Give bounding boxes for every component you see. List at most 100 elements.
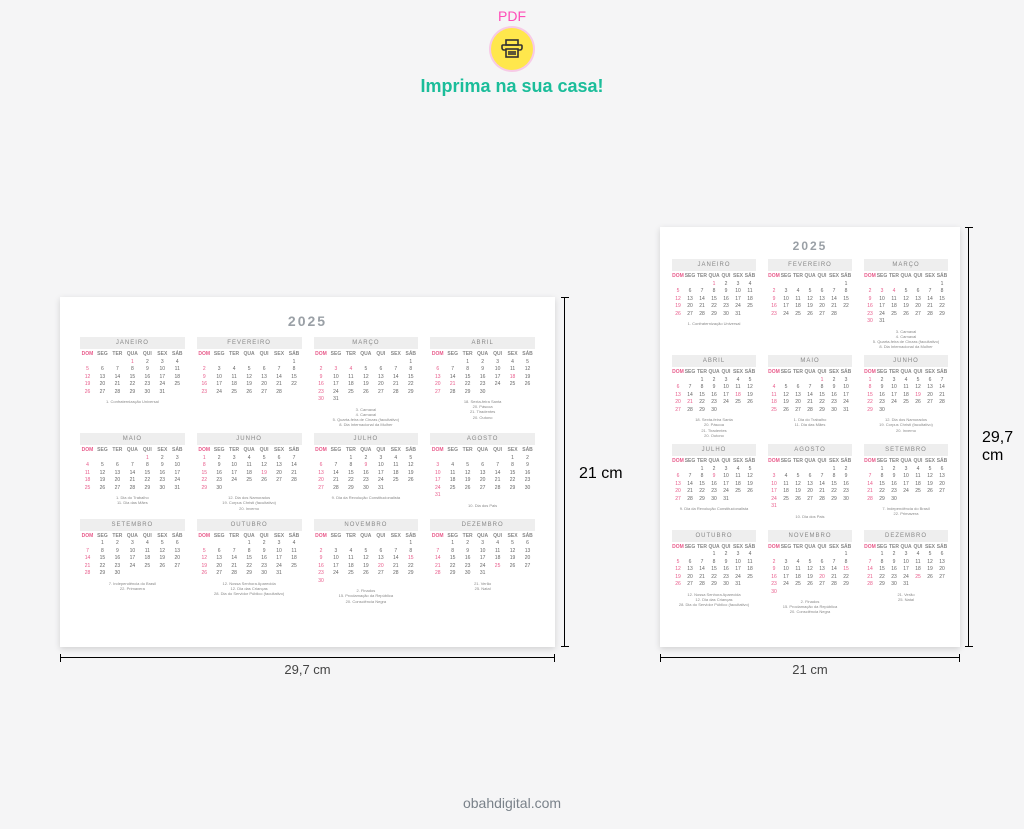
week-row: 1234 bbox=[672, 551, 756, 559]
month-notes: 10. Dia dos Pais bbox=[768, 514, 852, 524]
week-row: 28293031 bbox=[864, 581, 948, 589]
week-row: 6789101112 bbox=[672, 473, 756, 481]
dow-row: DOMSEGTERQUAQUISEXSÁB bbox=[672, 458, 756, 466]
month-block: OUTUBRODOMSEGTERQUAQUISEXSÁB 12345678910… bbox=[197, 519, 302, 604]
week-row: 123456 bbox=[80, 540, 185, 548]
month-name: MARÇO bbox=[314, 337, 419, 349]
week-row: 20212223242526 bbox=[672, 399, 756, 407]
week-row: 2345678 bbox=[314, 548, 419, 556]
week-row: 30 bbox=[768, 589, 852, 597]
week-row: 232425262728 bbox=[197, 389, 302, 397]
month-block: AGOSTODOMSEGTERQUAQUISEXSÁB 123456789101… bbox=[430, 433, 535, 513]
month-name: MARÇO bbox=[864, 259, 948, 271]
dow-row: DOMSEGTERQUAQUISEXSÁB bbox=[768, 273, 852, 281]
dow-row: DOMSEGTERQUAQUISEXSÁB bbox=[197, 533, 302, 541]
month-block: JANEIRODOMSEGTERQUAQUISEXSÁB 12345678910… bbox=[80, 337, 185, 427]
week-row: 14151617181920 bbox=[864, 566, 948, 574]
week-row: 17181920212223 bbox=[768, 488, 852, 496]
week-row: 12345 bbox=[430, 359, 535, 367]
week-row: 14151617181920 bbox=[80, 555, 185, 563]
week-row: 2345678 bbox=[768, 559, 852, 567]
week-row: 2728293031 bbox=[672, 496, 756, 504]
week-row: 891011121314 bbox=[197, 462, 302, 470]
week-row: 1 bbox=[768, 281, 852, 289]
month-notes: 18. Sexta-feira Santa20. Páscoa21. Tirad… bbox=[672, 417, 756, 438]
week-row: 16171819202122 bbox=[314, 381, 419, 389]
month-name: FEVEREIRO bbox=[768, 259, 852, 271]
week-row: 262728293031 bbox=[197, 570, 302, 578]
print-text: Imprima na sua casa! bbox=[0, 76, 1024, 97]
month-notes: 12. Dia dos Namorados19. Corpus Christi … bbox=[864, 417, 948, 433]
week-row: 2345678 bbox=[768, 288, 852, 296]
week-row: 567891011 bbox=[80, 366, 185, 374]
dow-row: DOMSEGTERQUAQUISEXSÁB bbox=[80, 351, 185, 359]
week-row: 282930 bbox=[864, 496, 948, 504]
month-notes bbox=[197, 399, 302, 409]
dim-landscape-width: 29,7 cm bbox=[60, 657, 555, 677]
week-row: 6789101112 bbox=[430, 366, 535, 374]
month-notes: 12. Dia dos Namorados19. Corpus Christi … bbox=[197, 495, 302, 511]
week-row: 1234 bbox=[80, 359, 185, 367]
month-name: JULHO bbox=[314, 433, 419, 445]
week-row: 18192021222324 bbox=[768, 399, 852, 407]
week-row: 11121314151617 bbox=[80, 470, 185, 478]
month-notes: 3. Carnaval4. Carnaval5. Quarta-feira de… bbox=[314, 407, 419, 428]
week-row: 24252627282930 bbox=[768, 496, 852, 504]
week-row: 16171819202122 bbox=[314, 563, 419, 571]
week-row: 13141516171819 bbox=[672, 392, 756, 400]
week-row: 123456 bbox=[430, 540, 535, 548]
month-block: DEZEMBRODOMSEGTERQUAQUISEXSÁB 1234567891… bbox=[864, 530, 948, 615]
week-row: 12345 bbox=[672, 466, 756, 474]
week-row: 123 bbox=[80, 455, 185, 463]
week-row: 9101112131415 bbox=[864, 296, 948, 304]
month-name: JANEIRO bbox=[672, 259, 756, 271]
month-notes: 1. Dia do Trabalho11. Dia das Mães bbox=[768, 417, 852, 427]
month-notes: 2. Finados15. Proclamação da República20… bbox=[768, 599, 852, 615]
week-row: 3456789 bbox=[430, 462, 535, 470]
week-row: 123 bbox=[768, 377, 852, 385]
month-name: FEVEREIRO bbox=[197, 337, 302, 349]
week-row: 28293031 bbox=[430, 570, 535, 578]
dow-row: DOMSEGTERQUAQUISEXSÁB bbox=[80, 533, 185, 541]
month-name: JUNHO bbox=[197, 433, 302, 445]
month-notes: 7. Independência do Brasil22. Primavera bbox=[80, 581, 185, 591]
dow-row: DOMSEGTERQUAQUISEXSÁB bbox=[864, 273, 948, 281]
week-row: 262728293031 bbox=[80, 389, 185, 397]
week-row: 2728293031 bbox=[314, 485, 419, 493]
week-row: 30 bbox=[314, 578, 419, 586]
week-row: 19202122232425 bbox=[197, 563, 302, 571]
week-row: 31 bbox=[768, 503, 852, 511]
month-name: ABRIL bbox=[430, 337, 535, 349]
week-row: 1 bbox=[314, 540, 419, 548]
week-row: 20212223242526 bbox=[314, 477, 419, 485]
month-name: SETEMBRO bbox=[864, 444, 948, 456]
month-name: AGOSTO bbox=[430, 433, 535, 445]
week-row: 78910111213 bbox=[430, 548, 535, 556]
month-name: DEZEMBRO bbox=[430, 519, 535, 531]
year-title-landscape: 2025 bbox=[80, 313, 535, 329]
dow-row: DOMSEGTERQUAQUISEXSÁB bbox=[430, 533, 535, 541]
month-grid-portrait: JANEIRODOMSEGTERQUAQUISEXSÁB 12345678910… bbox=[672, 259, 948, 615]
header: PDF Imprima na sua casa! bbox=[0, 0, 1024, 97]
calendar-page-portrait: 2025 JANEIRODOMSEGTERQUAQUISEXSÁB 123456… bbox=[660, 227, 960, 647]
dow-row: DOMSEGTERQUAQUISEXSÁB bbox=[314, 533, 419, 541]
week-row: 567891011 bbox=[672, 288, 756, 296]
week-row: 21222324252627 bbox=[864, 488, 948, 496]
week-row: 1234567 bbox=[197, 455, 302, 463]
week-row: 567891011 bbox=[672, 559, 756, 567]
month-block: ABRILDOMSEGTERQUAQUISEXSÁB 1234567891011… bbox=[430, 337, 535, 427]
week-row: 12 bbox=[430, 455, 535, 463]
week-row: 1 bbox=[768, 551, 852, 559]
week-row: 14151617181920 bbox=[864, 481, 948, 489]
week-row: 22232425262728 bbox=[197, 477, 302, 485]
month-name: AGOSTO bbox=[768, 444, 852, 456]
week-row: 2345678 bbox=[864, 288, 948, 296]
month-name: NOVEMBRO bbox=[314, 519, 419, 531]
week-row: 12345 bbox=[672, 377, 756, 385]
week-row: 232425262728 bbox=[768, 311, 852, 319]
footer-brand: obahdigital.com bbox=[0, 795, 1024, 811]
dow-row: DOMSEGTERQUAQUISEXSÁB bbox=[768, 544, 852, 552]
week-row: 1 bbox=[197, 359, 302, 367]
week-row: 12131415161718 bbox=[672, 296, 756, 304]
month-notes: 9. Dia da Revolução Constitucionalista bbox=[672, 506, 756, 516]
